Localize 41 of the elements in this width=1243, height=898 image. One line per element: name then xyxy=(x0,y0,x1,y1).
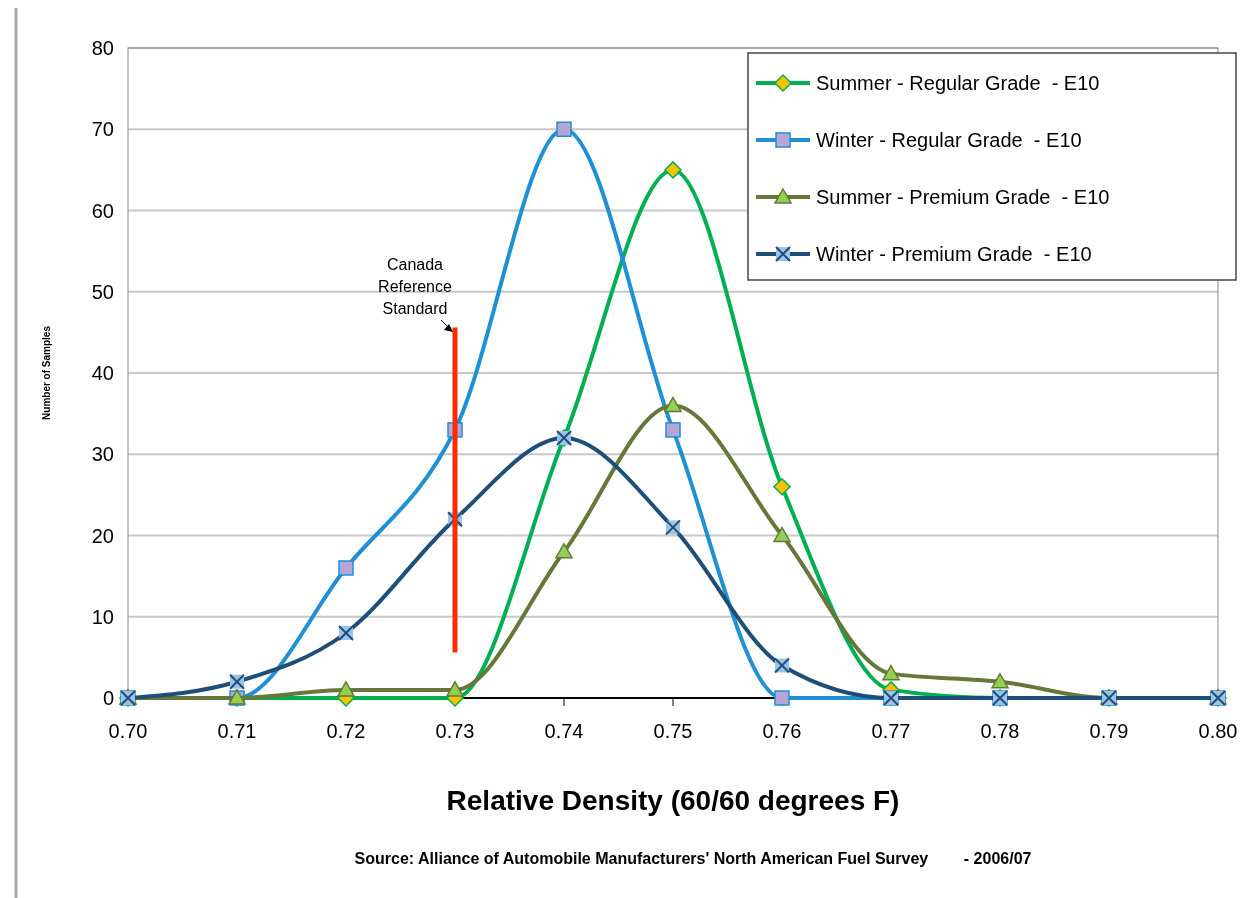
y-tick-label: 20 xyxy=(91,524,114,547)
point xyxy=(446,681,464,697)
y-tick-label: 80 xyxy=(91,37,114,59)
x-tick-label: 0.74 xyxy=(544,720,584,742)
point xyxy=(882,664,900,681)
point xyxy=(991,673,1009,689)
x-tick-label: 0.70 xyxy=(108,720,148,742)
y-tick-label: 40 xyxy=(91,362,114,384)
y-tick-label: 30 xyxy=(91,443,114,466)
ref-line-label: Canada Reference Standard xyxy=(378,256,453,317)
legend-label: Summer - Premium Grade - E10 xyxy=(816,186,1110,208)
x-axis-title: Relative Density (60/60 degrees F) xyxy=(446,785,900,816)
legend-label: Winter - Premium Grade - E10 xyxy=(816,243,1092,265)
point xyxy=(337,681,355,697)
x-tick-label: 0.71 xyxy=(217,720,257,742)
x-tick-label: 0.76 xyxy=(762,720,802,742)
x-tick-label: 0.80 xyxy=(1198,720,1238,742)
legend-label: Summer - Regular Grade - E10 xyxy=(816,72,1100,94)
y-tick-label: 70 xyxy=(91,118,114,141)
x-tick-label: 0.75 xyxy=(653,720,693,742)
y-axis-title: Number of Samples xyxy=(41,325,52,420)
x-tick-label: 0.77 xyxy=(871,720,911,742)
point xyxy=(773,478,791,496)
y-tick-label: 50 xyxy=(91,280,114,303)
point xyxy=(665,422,681,438)
point xyxy=(664,161,682,179)
point xyxy=(774,690,790,706)
y-tick-label: 0 xyxy=(102,687,114,709)
point xyxy=(664,396,682,413)
y-tick-label: 10 xyxy=(91,605,114,628)
x-tick-label: 0.79 xyxy=(1089,720,1129,742)
x-tick-label: 0.73 xyxy=(435,720,475,742)
point xyxy=(338,560,354,576)
point xyxy=(555,543,573,559)
x-tick-label: 0.78 xyxy=(980,720,1020,742)
source-note: Source: Alliance of Automobile Manufacturers' North American Fuel Survey - 2006/07 xyxy=(354,850,1032,867)
x-tick-label: 0.72 xyxy=(326,720,366,742)
y-tick-label: 60 xyxy=(91,199,114,222)
point xyxy=(556,121,572,137)
point xyxy=(773,526,791,543)
legend-label: Winter - Regular Grade - E10 xyxy=(816,129,1082,151)
